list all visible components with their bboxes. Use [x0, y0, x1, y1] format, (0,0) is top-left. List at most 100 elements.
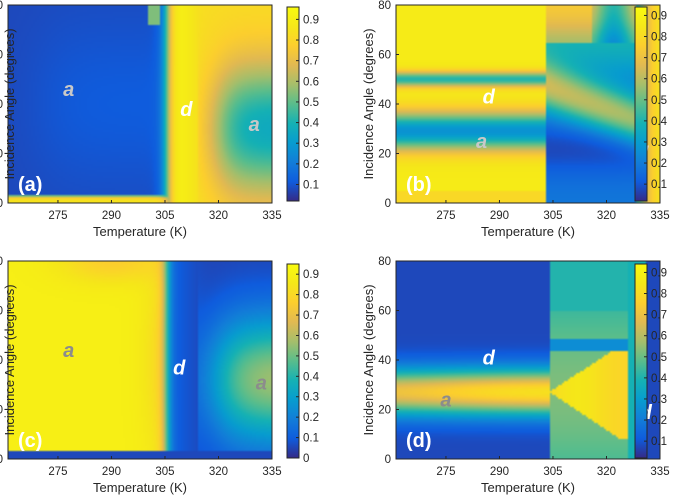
colorbar-tick-label: 0.8 — [651, 289, 667, 301]
y-tick-label: 0 — [385, 198, 391, 210]
x-tick-label: 275 — [436, 210, 455, 222]
y-tick-label: 40 — [0, 99, 3, 111]
x-tick-label: 320 — [597, 210, 616, 222]
colorbar-tick-label: 0.6 — [303, 330, 319, 342]
region-annotation: d — [180, 99, 193, 121]
colorbar-tick-label: 0.2 — [651, 158, 667, 170]
heatmap-image — [8, 261, 272, 459]
y-tick-label: 80 — [378, 0, 391, 12]
region-annotation: a — [440, 390, 451, 412]
colorbar-tick-label: 0.8 — [303, 35, 319, 47]
heatmap-image — [396, 261, 660, 459]
y-axis-label: Incidence Angle (degrees) — [2, 28, 17, 179]
heatmap-image — [8, 5, 272, 203]
x-tick-label: 335 — [650, 210, 669, 222]
y-tick-label: 80 — [0, 0, 3, 12]
panel-label: (b) — [406, 174, 432, 196]
x-tick-label: 275 — [436, 466, 455, 478]
region-annotation: a — [249, 114, 260, 136]
y-axis-label: Incidence Angle (degrees) — [361, 28, 376, 179]
y-tick-label: 60 — [0, 306, 3, 318]
colorbar-tick-label: 0.3 — [651, 137, 667, 149]
y-tick-label: 40 — [378, 99, 391, 111]
colorbar-tick-label: 0.8 — [303, 290, 319, 302]
colorbar-tick-label: 0.1 — [651, 179, 667, 191]
colorbar-tick-label: 0.7 — [303, 310, 319, 322]
colorbar-tick-label: 0.2 — [303, 159, 319, 171]
x-tick-label: 290 — [102, 210, 121, 222]
region-annotation: a — [256, 372, 267, 394]
colorbar-tick-label: 0.7 — [303, 56, 319, 68]
colorbar-tick-label: 0.5 — [651, 352, 667, 364]
region-annotation: d — [483, 87, 496, 109]
x-tick-label: 335 — [650, 466, 669, 478]
region-annotation: d — [483, 348, 496, 370]
colorbar-tick-label: 0 — [303, 453, 309, 465]
x-tick-label: 335 — [262, 210, 281, 222]
colorbar-tick-label: 0.4 — [651, 373, 668, 385]
y-tick-label: 40 — [378, 355, 391, 367]
x-tick-label: 305 — [155, 210, 174, 222]
y-tick-label: 60 — [378, 306, 391, 318]
panel-label: (d) — [406, 430, 432, 452]
panel-label: (c) — [18, 430, 42, 452]
x-axis-label: Temperature (K) — [93, 224, 187, 239]
colorbar-tick-label: 0.9 — [651, 267, 667, 279]
y-tick-label: 20 — [0, 149, 3, 161]
y-tick-label: 40 — [0, 355, 3, 367]
colorbar-tick-label: 0.8 — [651, 32, 667, 44]
colorbar-tick-label: 0.7 — [651, 53, 667, 65]
x-tick-label: 320 — [209, 466, 228, 478]
x-tick-label: 275 — [48, 466, 67, 478]
x-tick-label: 320 — [597, 466, 616, 478]
x-tick-label: 335 — [262, 466, 281, 478]
y-axis-label: Incidence Angle (degrees) — [2, 284, 17, 435]
colorbar-tick-label: 0.9 — [651, 10, 667, 22]
colorbar-tick-label: 0.1 — [303, 179, 319, 191]
colorbar-tick-label: 0.6 — [651, 331, 667, 343]
y-tick-label: 20 — [0, 405, 3, 417]
region-annotation: a — [476, 131, 487, 153]
colorbar-tick-label: 0.7 — [651, 310, 667, 322]
region-annotation: a — [63, 340, 74, 362]
x-tick-label: 290 — [490, 466, 509, 478]
region-annotation: d — [173, 357, 186, 379]
x-tick-label: 305 — [543, 210, 562, 222]
colorbar — [286, 6, 300, 202]
x-axis-label: Temperature (K) — [481, 480, 575, 495]
colorbar-tick-label: 0.1 — [651, 436, 667, 448]
x-tick-label: 275 — [48, 210, 67, 222]
x-tick-label: 305 — [543, 466, 562, 478]
heatmap-image — [396, 5, 660, 203]
x-axis-label: Temperature (K) — [93, 480, 187, 495]
colorbar — [634, 6, 648, 202]
y-tick-label: 0 — [0, 454, 3, 466]
y-axis-label: Incidence Angle (degrees) — [361, 284, 376, 435]
y-tick-label: 80 — [0, 256, 3, 268]
colorbar-tick-label: 0.4 — [303, 371, 320, 383]
x-tick-label: 320 — [209, 210, 228, 222]
colorbar-tick-label: 0.9 — [303, 14, 319, 26]
x-tick-label: 290 — [102, 466, 121, 478]
colorbar — [286, 263, 300, 459]
colorbar — [634, 263, 648, 459]
colorbar-tick-label: 0.5 — [303, 97, 319, 109]
y-tick-label: 0 — [0, 198, 3, 210]
y-tick-label: 60 — [0, 50, 3, 62]
colorbar-tick-label: 0.4 — [303, 118, 320, 130]
colorbar-tick-label: 0.3 — [303, 138, 319, 150]
colorbar-tick-label: 0.4 — [651, 116, 668, 128]
colorbar-tick-label: 0.3 — [651, 394, 667, 406]
y-tick-label: 20 — [378, 149, 391, 161]
colorbar-tick-label: 0.3 — [303, 392, 319, 404]
colorbar-tick-label: 0.6 — [303, 76, 319, 88]
y-tick-label: 20 — [378, 405, 391, 417]
y-tick-label: 60 — [378, 50, 391, 62]
region-annotation: a — [63, 79, 74, 101]
colorbar-tick-label: 0.5 — [651, 95, 667, 107]
colorbar-tick-label: 0.2 — [303, 412, 319, 424]
colorbar-tick-label: 0.6 — [651, 74, 667, 86]
x-tick-label: 290 — [490, 210, 509, 222]
y-tick-label: 80 — [378, 256, 391, 268]
